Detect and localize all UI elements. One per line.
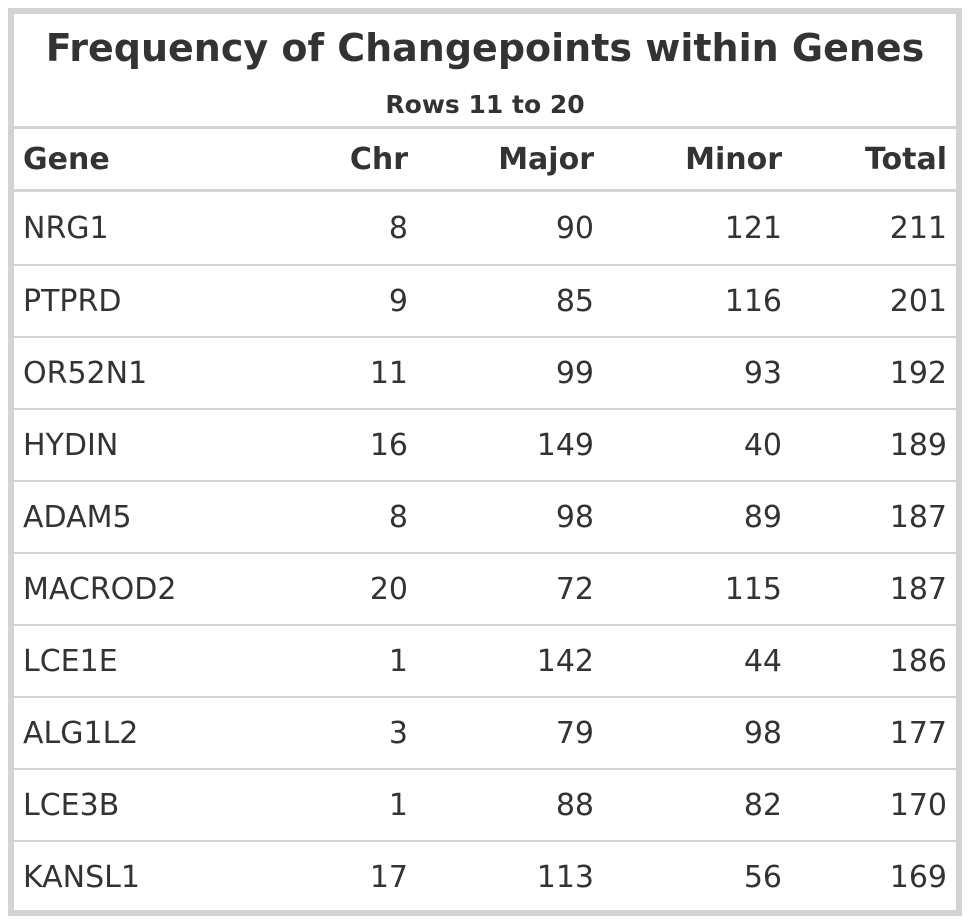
cell-gene: ALG1L2: [23, 715, 139, 751]
cell-chr: 1: [388, 787, 408, 823]
table-row: NRG1 8 90 121 211: [14, 192, 956, 264]
cell-major: 142: [536, 643, 594, 679]
cell-gene: ADAM5: [23, 499, 132, 535]
cell-minor: 89: [743, 499, 782, 535]
column-header-chr: Chr: [349, 141, 408, 177]
column-header-gene: Gene: [23, 141, 110, 177]
cell-minor: 93: [743, 355, 782, 391]
cell-total: 177: [889, 715, 947, 751]
cell-minor: 56: [743, 859, 782, 895]
cell-major: 79: [555, 715, 594, 751]
cell-major: 113: [536, 859, 594, 895]
header-row: Gene Chr Major Minor Total: [14, 129, 956, 189]
cell-gene: OR52N1: [23, 355, 148, 391]
header-divider: [14, 189, 956, 192]
cell-chr: 17: [369, 859, 408, 895]
cell-gene: KANSL1: [23, 859, 140, 895]
table-row: MACROD2 20 72 115 187: [14, 552, 956, 624]
cell-total: 169: [889, 859, 947, 895]
table-row: ADAM5 8 98 89 187: [14, 480, 956, 552]
table-row: OR52N1 11 99 93 192: [14, 336, 956, 408]
cell-minor: 115: [724, 571, 782, 607]
cell-total: 186: [889, 643, 947, 679]
table-row: PTPRD 9 85 116 201: [14, 264, 956, 336]
cell-major: 72: [555, 571, 594, 607]
table-frame: Frequency of Changepoints within Genes R…: [8, 8, 962, 916]
title-divider: [14, 126, 956, 129]
cell-chr: 8: [388, 499, 408, 535]
cell-major: 149: [536, 427, 594, 463]
cell-gene: LCE1E: [23, 643, 118, 679]
cell-chr: 9: [388, 283, 408, 319]
table-row: LCE3B 1 88 82 170: [14, 768, 956, 840]
cell-total: 187: [889, 499, 947, 535]
cell-gene: HYDIN: [23, 427, 119, 463]
cell-chr: 20: [369, 571, 408, 607]
column-header-major: Major: [498, 141, 594, 177]
cell-chr: 3: [388, 715, 408, 751]
table-title: Frequency of Changepoints within Genes: [45, 26, 925, 70]
cell-minor: 121: [724, 210, 782, 246]
cell-total: 189: [889, 427, 947, 463]
cell-minor: 116: [724, 283, 782, 319]
cell-major: 90: [555, 210, 594, 246]
cell-minor: 98: [743, 715, 782, 751]
table-row: LCE1E 1 142 44 186: [14, 624, 956, 696]
cell-chr: 16: [369, 427, 408, 463]
cell-minor: 40: [743, 427, 782, 463]
column-header-total: Total: [865, 141, 947, 177]
column-header-minor: Minor: [685, 141, 782, 177]
table-row: KANSL1 17 113 56 169: [14, 840, 956, 912]
cell-total: 192: [889, 355, 947, 391]
cell-gene: NRG1: [23, 210, 109, 246]
cell-minor: 44: [743, 643, 782, 679]
cell-minor: 82: [743, 787, 782, 823]
cell-gene: LCE3B: [23, 787, 120, 823]
cell-gene: PTPRD: [23, 283, 122, 319]
cell-major: 88: [555, 787, 594, 823]
cell-chr: 11: [369, 355, 408, 391]
cell-major: 98: [555, 499, 594, 535]
cell-total: 211: [889, 210, 947, 246]
table-row: HYDIN 16 149 40 189: [14, 408, 956, 480]
cell-total: 170: [889, 787, 947, 823]
table-subtitle: Rows 11 to 20: [385, 90, 585, 119]
cell-chr: 8: [388, 210, 408, 246]
cell-total: 187: [889, 571, 947, 607]
cell-chr: 1: [388, 643, 408, 679]
cell-total: 201: [889, 283, 947, 319]
table-row: ALG1L2 3 79 98 177: [14, 696, 956, 768]
cell-major: 99: [555, 355, 594, 391]
cell-gene: MACROD2: [23, 571, 177, 607]
cell-major: 85: [555, 283, 594, 319]
